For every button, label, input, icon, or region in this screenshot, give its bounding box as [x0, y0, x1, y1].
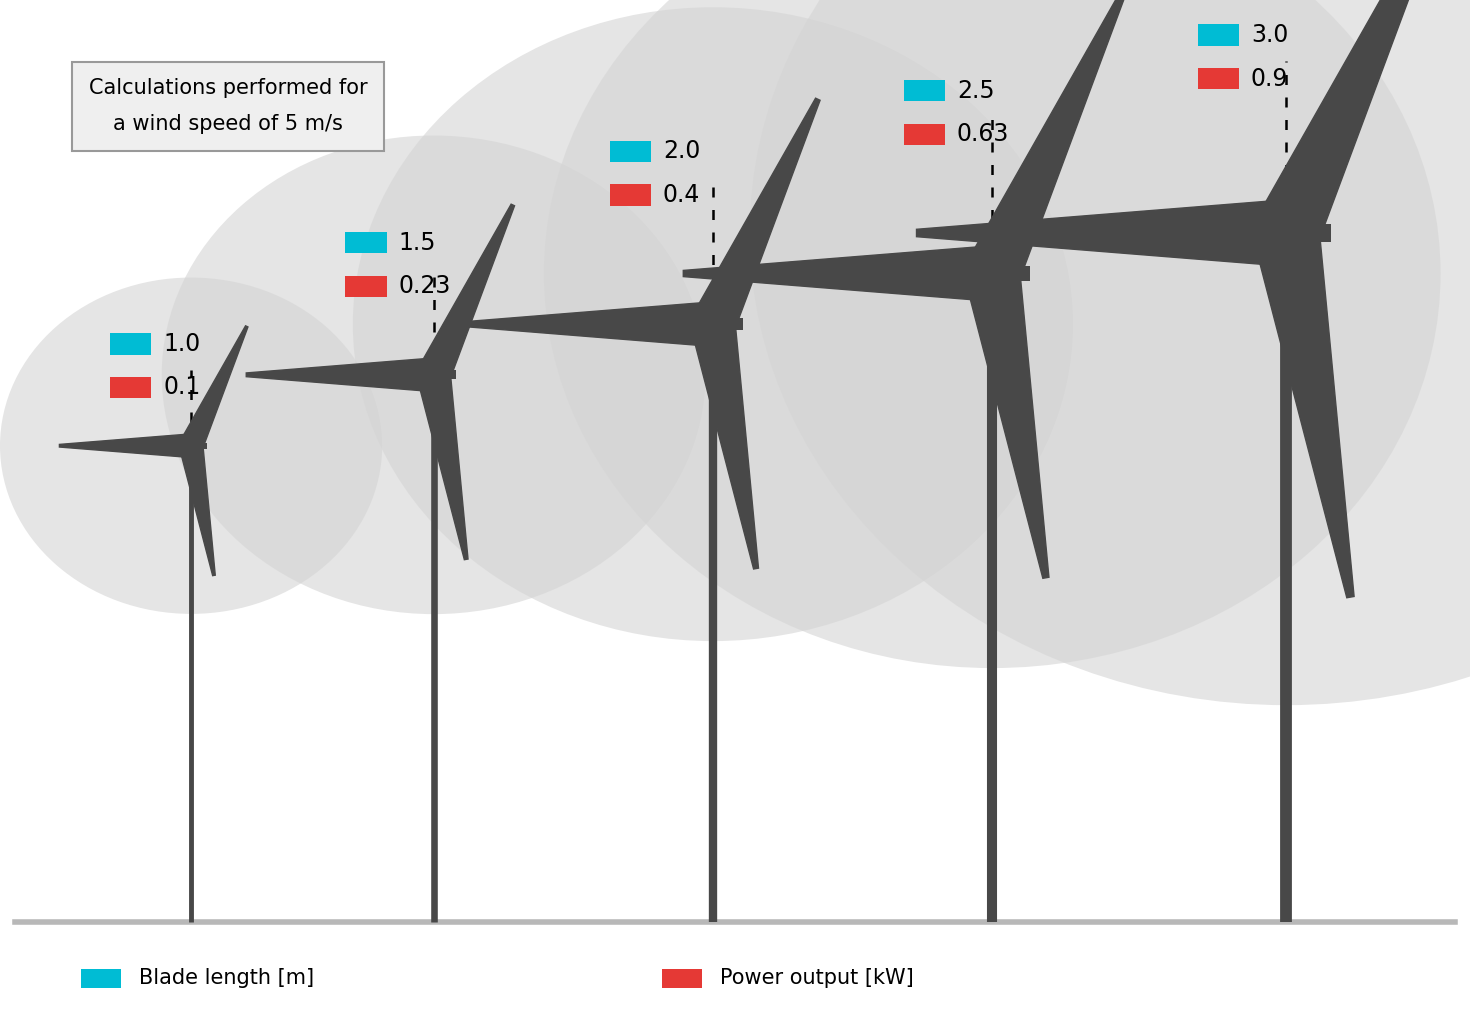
Circle shape — [184, 441, 198, 451]
FancyBboxPatch shape — [345, 276, 387, 297]
FancyBboxPatch shape — [610, 184, 651, 206]
Text: Power output [kW]: Power output [kW] — [720, 968, 913, 988]
Polygon shape — [247, 358, 434, 392]
FancyBboxPatch shape — [700, 318, 744, 330]
Polygon shape — [59, 434, 191, 458]
Polygon shape — [916, 200, 1286, 266]
Polygon shape — [417, 372, 467, 560]
Text: 0.23: 0.23 — [398, 275, 451, 298]
Polygon shape — [684, 246, 992, 301]
Circle shape — [423, 368, 444, 382]
Circle shape — [700, 315, 726, 333]
FancyBboxPatch shape — [904, 80, 945, 101]
Polygon shape — [181, 326, 248, 451]
Text: 0.4: 0.4 — [663, 183, 700, 207]
Ellipse shape — [162, 136, 706, 614]
Text: 2.5: 2.5 — [957, 79, 995, 102]
Text: 2.0: 2.0 — [663, 140, 700, 163]
FancyBboxPatch shape — [1198, 24, 1239, 46]
FancyBboxPatch shape — [110, 377, 151, 398]
FancyBboxPatch shape — [976, 266, 1030, 281]
FancyBboxPatch shape — [1198, 68, 1239, 89]
Circle shape — [975, 261, 1010, 286]
Text: 1.0: 1.0 — [163, 332, 200, 356]
Circle shape — [1266, 219, 1307, 247]
Ellipse shape — [750, 0, 1470, 705]
Polygon shape — [465, 302, 713, 346]
Polygon shape — [1255, 0, 1446, 247]
FancyBboxPatch shape — [1267, 224, 1332, 242]
Polygon shape — [1254, 227, 1354, 598]
Ellipse shape — [0, 278, 382, 614]
Ellipse shape — [353, 7, 1073, 641]
FancyBboxPatch shape — [81, 968, 121, 988]
Text: 3.0: 3.0 — [1251, 23, 1288, 47]
Text: 0.9: 0.9 — [1251, 67, 1288, 90]
Polygon shape — [692, 98, 820, 333]
FancyBboxPatch shape — [662, 968, 703, 988]
Text: 1.5: 1.5 — [398, 231, 437, 254]
FancyBboxPatch shape — [904, 124, 945, 145]
Text: 0.63: 0.63 — [957, 123, 1010, 146]
Text: Blade length [m]: Blade length [m] — [138, 968, 315, 988]
FancyBboxPatch shape — [345, 232, 387, 253]
FancyBboxPatch shape — [184, 443, 207, 449]
FancyBboxPatch shape — [110, 333, 151, 355]
Polygon shape — [691, 320, 759, 569]
Polygon shape — [179, 444, 215, 575]
Polygon shape — [419, 205, 514, 382]
FancyBboxPatch shape — [423, 371, 457, 379]
Text: 0.1: 0.1 — [163, 376, 200, 399]
Ellipse shape — [544, 0, 1441, 668]
Text: Calculations performed for
a wind speed of 5 m/s: Calculations performed for a wind speed … — [88, 78, 368, 135]
FancyBboxPatch shape — [610, 141, 651, 162]
Polygon shape — [967, 0, 1126, 286]
Polygon shape — [964, 268, 1050, 578]
